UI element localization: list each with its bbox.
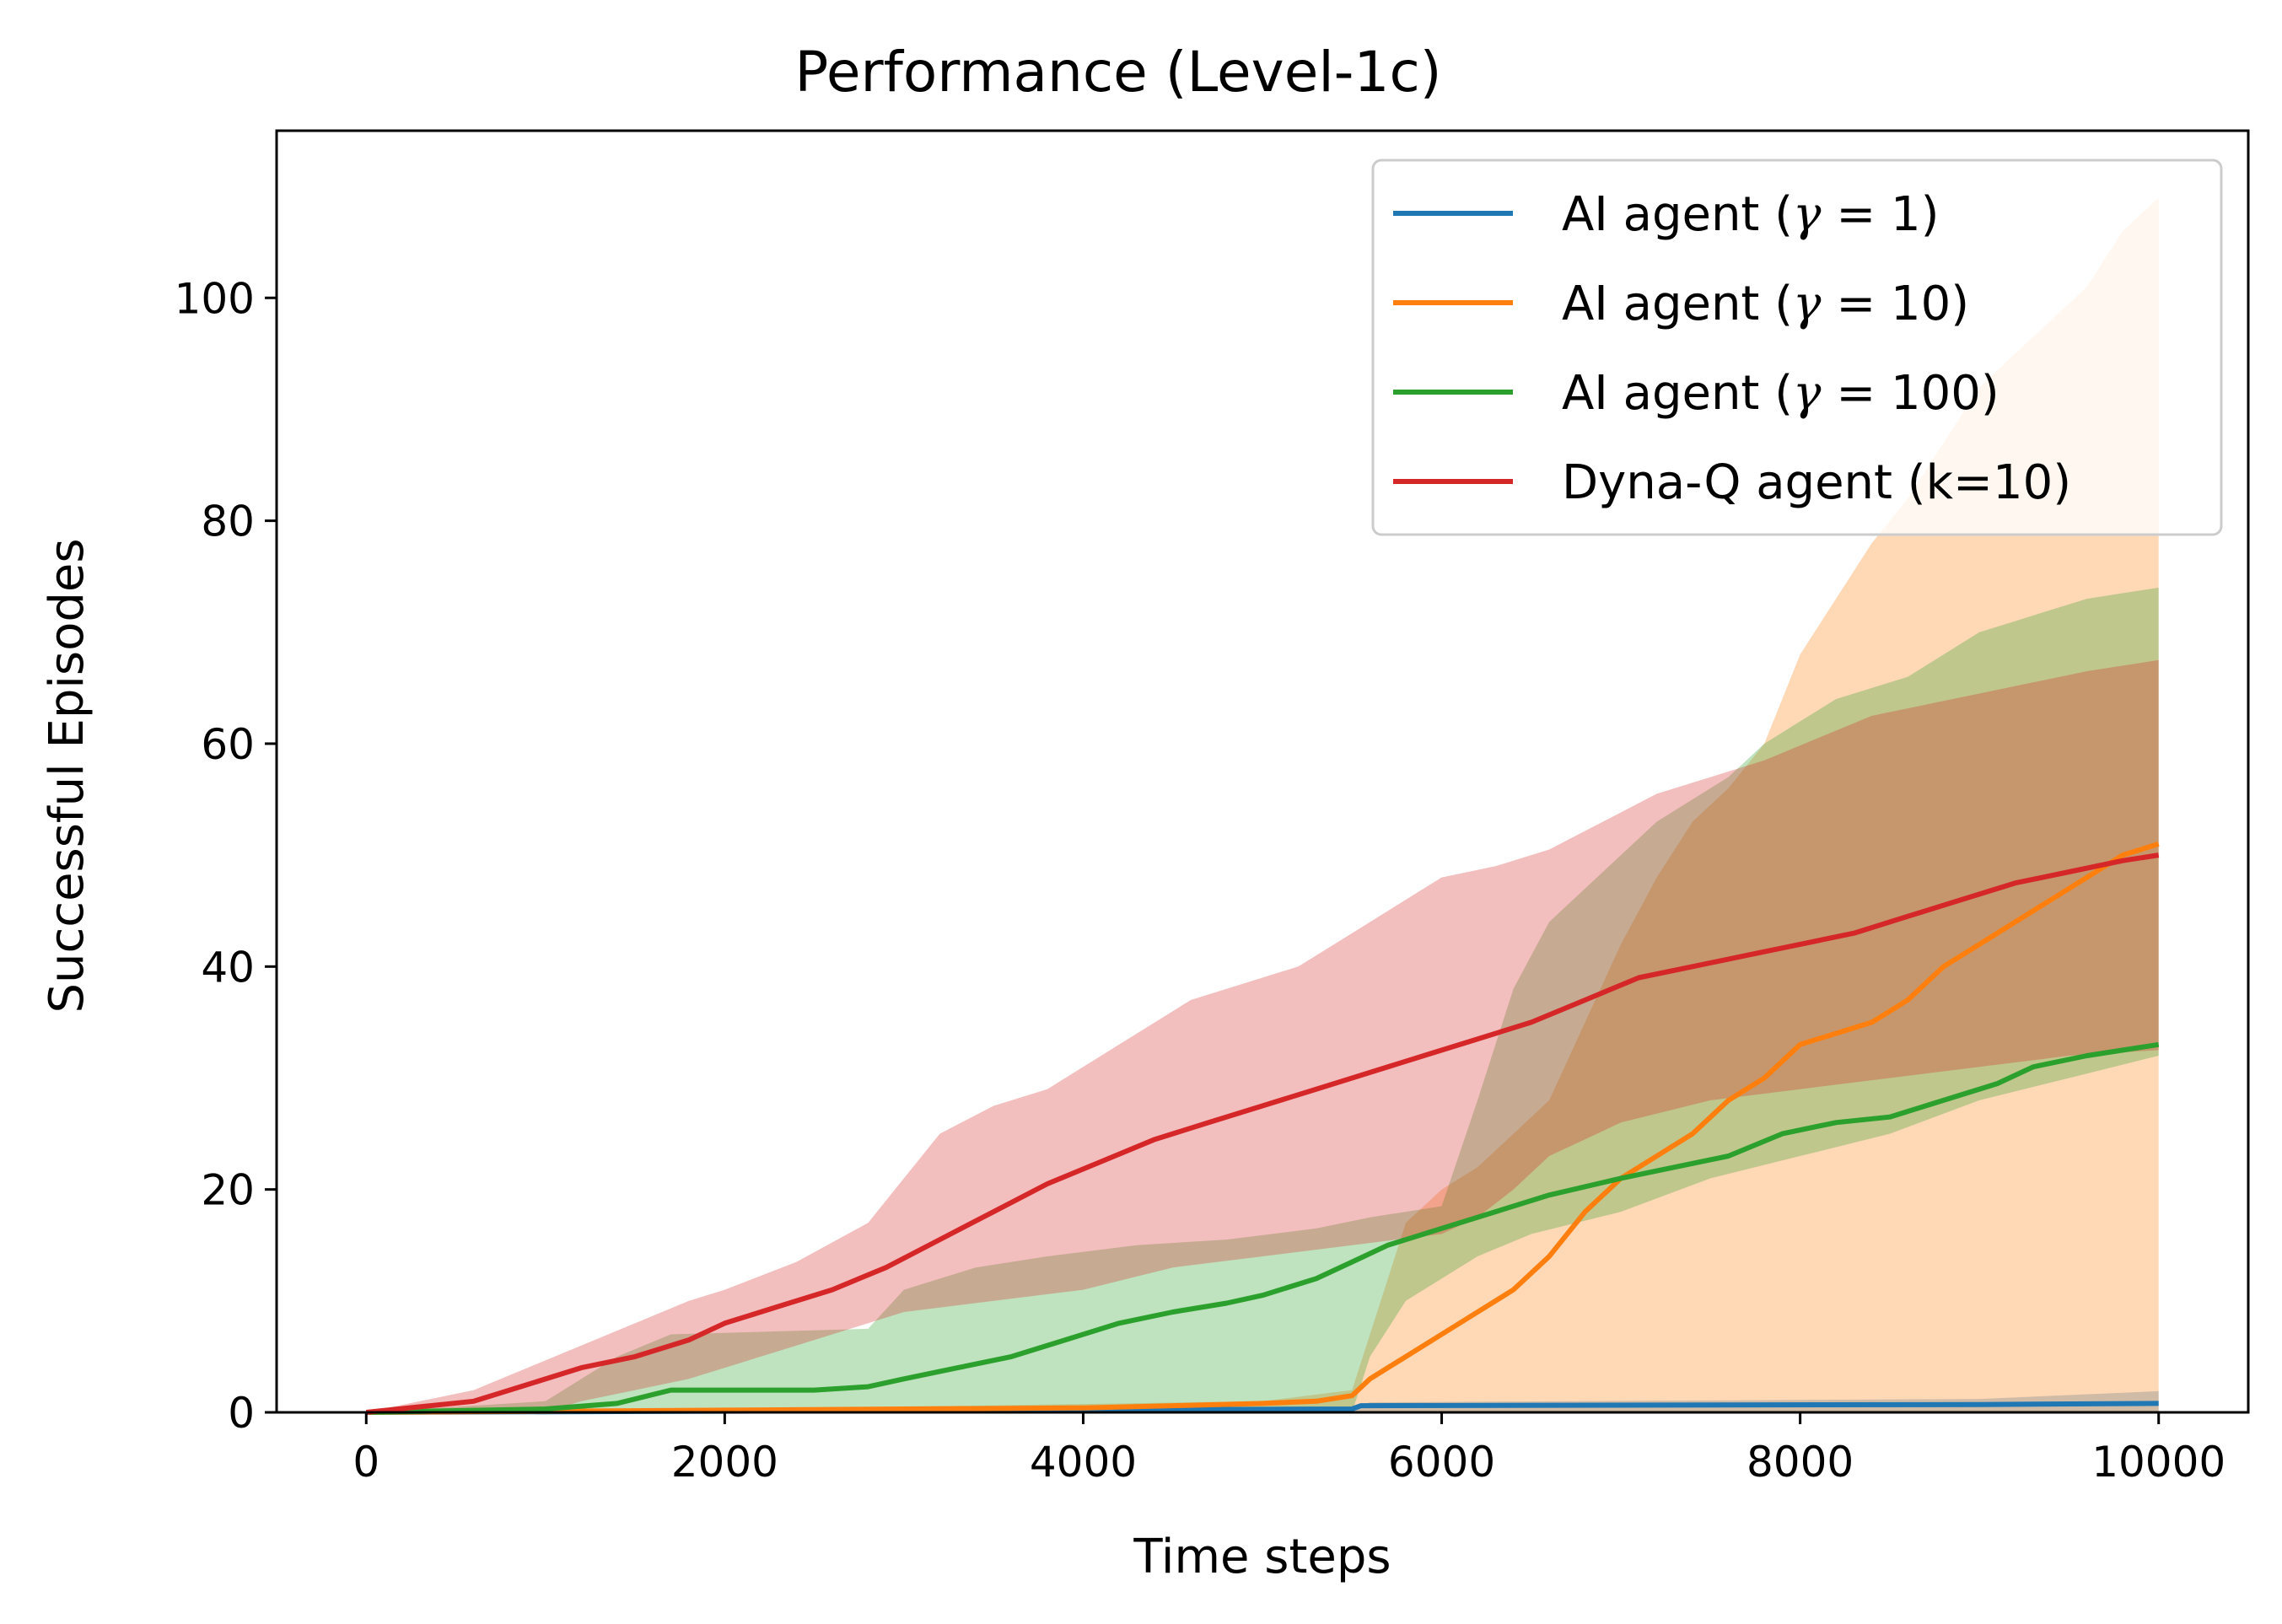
legend-label: AI agent (γ = 100) xyxy=(1562,366,1999,421)
legend-box xyxy=(1371,159,2223,536)
x-tick-label: 6000 xyxy=(1388,1438,1495,1487)
x-tick-label: 8000 xyxy=(1746,1438,1854,1487)
x-axis-label: Time steps xyxy=(1133,1530,1391,1584)
x-tick-label: 2000 xyxy=(671,1438,778,1487)
y-tick-label: 40 xyxy=(201,943,255,992)
y-tick-label: 0 xyxy=(228,1389,255,1438)
chart-title: Performance (Level-1c) xyxy=(794,40,1441,105)
band-series-2 xyxy=(366,197,2159,1412)
x-tick-label: 4000 xyxy=(1030,1438,1137,1487)
y-tick-label: 100 xyxy=(175,274,255,323)
x-tick-label: 10000 xyxy=(2091,1438,2225,1487)
x-tick-label: 0 xyxy=(353,1438,379,1487)
legend-label: AI agent (γ = 1) xyxy=(1562,187,1940,242)
band-series-3 xyxy=(366,587,2159,1412)
legend-label: AI agent (γ = 10) xyxy=(1562,277,1969,331)
y-axis: 0 20 40 60 80 100 xyxy=(175,274,277,1438)
series-lines xyxy=(365,842,2160,1415)
legend-label: Dyna-Q agent (k=10) xyxy=(1562,455,2071,510)
y-axis-label: Successful Episodes xyxy=(40,538,94,1013)
y-tick-label: 60 xyxy=(201,720,255,769)
legend: AI agent (γ = 1) AI agent (γ = 10) AI agen… xyxy=(1371,159,2223,536)
line-series-3 xyxy=(366,1041,2160,1415)
band-series-4 xyxy=(366,659,2159,1412)
line-series-2 xyxy=(366,842,2160,1415)
line-series-4 xyxy=(365,852,2160,1415)
y-tick-label: 20 xyxy=(201,1166,255,1215)
x-axis: 0 2000 4000 6000 8000 10000 xyxy=(353,1412,2225,1487)
plot-frame xyxy=(275,129,2250,1414)
y-tick-label: 80 xyxy=(201,497,255,546)
